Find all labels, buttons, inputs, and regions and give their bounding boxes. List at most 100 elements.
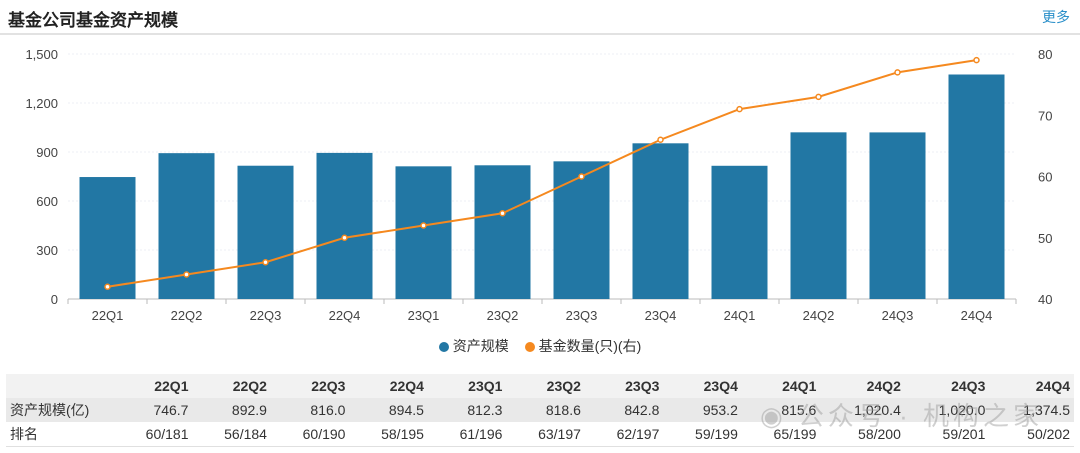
right-tick-label: 60 <box>1038 170 1052 185</box>
bar <box>316 152 373 299</box>
legend-dot-icon <box>524 342 535 352</box>
bar <box>237 165 294 299</box>
column-header: 24Q3 <box>951 378 986 394</box>
column-header: 24Q1 <box>782 378 817 394</box>
bar <box>711 165 768 299</box>
line-point <box>262 259 269 266</box>
x-tick-label: 22Q4 <box>329 308 361 323</box>
table-cell: 60/190 <box>302 426 346 442</box>
table-row: 排名 60/181 56/184 60/190 58/195 61/196 63/197 62… <box>6 422 1074 447</box>
table-cell: 1,020.0 <box>938 402 986 418</box>
table-cell: 894.5 <box>388 402 424 418</box>
x-tick-label: 23Q2 <box>487 308 519 323</box>
line-point <box>104 283 111 290</box>
left-tick-label: 1,200 <box>25 96 58 111</box>
line-point <box>578 173 585 180</box>
table-row: 资产规模(亿) 746.7 892.9 816.0 894.5 812.3 818.6 842… <box>6 398 1074 422</box>
line-point <box>499 210 506 217</box>
line-point <box>973 56 980 64</box>
line-point <box>657 136 664 143</box>
right-tick-label: 80 <box>1038 47 1052 62</box>
column-header: 24Q4 <box>1035 378 1070 394</box>
right-tick-label: 50 <box>1038 231 1052 246</box>
table-cell: 59/201 <box>942 426 986 442</box>
x-tick-label: 22Q2 <box>171 308 203 323</box>
x-tick-label: 23Q3 <box>566 308 598 323</box>
line-point <box>815 93 822 101</box>
bar <box>395 166 452 299</box>
line-point <box>420 222 427 229</box>
right-tick-label: 70 <box>1038 108 1052 123</box>
table-cell: 812.3 <box>467 402 503 418</box>
bar <box>474 165 531 299</box>
line-point <box>894 69 901 76</box>
x-tick-label: 22Q1 <box>92 308 124 323</box>
table-cell: 65/199 <box>773 426 817 442</box>
column-header: 22Q4 <box>389 378 424 394</box>
column-header: 23Q2 <box>546 378 581 394</box>
x-tick-label: 22Q3 <box>250 308 282 323</box>
table-cell: 1,020.4 <box>854 402 901 418</box>
table-cell: 746.7 <box>153 402 189 418</box>
data-table: 22Q1 22Q2 22Q3 22Q4 23Q1 23Q2 23Q3 23Q4 24Q1 24Q2… <box>6 374 1074 447</box>
table-cell: 59/199 <box>695 426 738 442</box>
table-cell: 63/197 <box>538 426 581 442</box>
legend-label: 基金数量(只)(右) <box>538 338 642 354</box>
line-point <box>183 271 190 278</box>
table-cell: 50/202 <box>1027 426 1070 442</box>
divider <box>0 33 1080 35</box>
more-link[interactable]: 更多 <box>1042 9 1070 25</box>
table-cell: 资产规模(亿) <box>10 402 90 418</box>
table-cell: 61/196 <box>459 426 503 442</box>
table-cell: 892.9 <box>231 402 267 418</box>
table-cell: 62/197 <box>616 426 660 442</box>
x-tick-label: 24Q3 <box>882 308 914 323</box>
table-cell: 816.0 <box>310 402 346 418</box>
left-tick-label: 1,500 <box>25 47 58 62</box>
table-cell: 815.6 <box>781 402 817 418</box>
left-tick-label: 0 <box>51 292 58 307</box>
legend-dot-icon <box>438 342 449 352</box>
column-header: 22Q1 <box>154 378 189 394</box>
table-cell: 60/181 <box>145 426 189 442</box>
x-tick-label: 24Q1 <box>724 308 756 323</box>
legend-label: 资产规模 <box>452 338 509 354</box>
page-title: 基金公司基金资产规模 <box>8 11 178 30</box>
table-cell: 1,374.5 <box>1023 402 1070 418</box>
bar <box>790 132 847 299</box>
table-cell: 58/200 <box>858 426 901 442</box>
bar <box>869 132 926 299</box>
table-cell: 排名 <box>10 426 38 442</box>
left-tick-label: 600 <box>36 194 58 209</box>
x-tick-label: 23Q4 <box>645 308 677 323</box>
chart: 0 300 600 900 1,200 1,500 40 50 60 70 80 22Q1 22Q2 22… <box>25 47 1052 323</box>
column-header: 23Q4 <box>703 378 738 394</box>
bar <box>632 143 689 299</box>
table-cell: 953.2 <box>702 402 738 418</box>
bar <box>948 74 1005 299</box>
legend-item-bar[interactable]: 资产规模 <box>438 338 509 354</box>
x-tick-label: 23Q1 <box>408 308 440 323</box>
column-header: 22Q3 <box>311 378 346 394</box>
table-header-row: 22Q1 22Q2 22Q3 22Q4 23Q1 23Q2 23Q3 23Q4 24Q1 24Q2… <box>6 374 1074 398</box>
legend-item-line[interactable]: 基金数量(只)(右) <box>524 338 642 354</box>
column-header: 23Q1 <box>468 378 503 394</box>
table-cell: 818.6 <box>545 402 581 418</box>
line-point <box>736 105 743 113</box>
table-cell: 58/195 <box>381 426 424 442</box>
line-point <box>341 234 348 241</box>
column-header: 22Q2 <box>232 378 267 394</box>
bar <box>553 161 610 299</box>
series-line <box>107 59 977 288</box>
column-header: 23Q3 <box>625 378 660 394</box>
bar <box>79 177 136 299</box>
x-tick-label: 24Q2 <box>803 308 835 323</box>
legend: 资产规模 基金数量(只)(右) <box>0 336 1080 356</box>
column-header <box>6 374 114 398</box>
left-tick-label: 900 <box>36 145 58 160</box>
column-header: 24Q2 <box>866 378 901 394</box>
x-tick-label: 24Q4 <box>961 308 993 323</box>
left-tick-label: 300 <box>36 243 58 258</box>
table-cell: 842.8 <box>624 402 660 418</box>
table-cell: 56/184 <box>224 426 267 442</box>
